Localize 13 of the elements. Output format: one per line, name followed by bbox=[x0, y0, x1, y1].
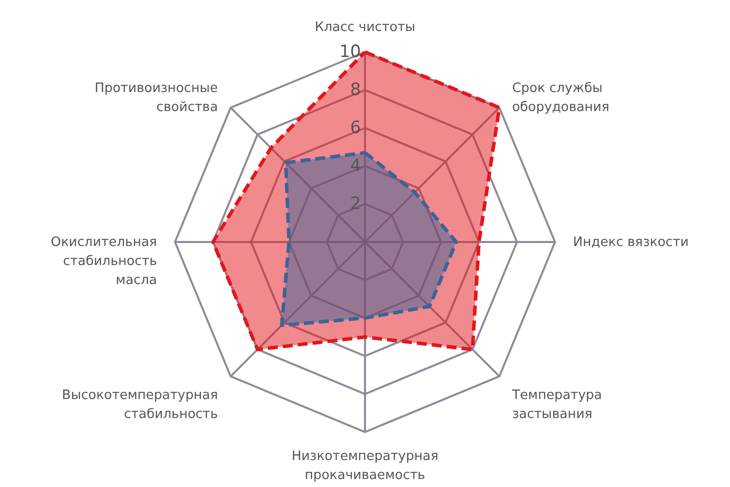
y-tick-label: 4 bbox=[350, 156, 361, 176]
spoke-label: Класс чистоты bbox=[314, 20, 416, 35]
y-tick-label: 2 bbox=[350, 194, 361, 214]
spoke-label: Окислительная стабильность масла bbox=[50, 235, 157, 288]
spoke-label: Высокотемпературная стабильность bbox=[62, 388, 218, 422]
spoke-label: Противоизносные свойства bbox=[94, 80, 218, 115]
spoke-label: Срок службы оборудования bbox=[512, 80, 610, 115]
y-tick-label: 6 bbox=[350, 118, 361, 138]
spoke-label: Низкотемпературная прокачиваемость bbox=[292, 449, 438, 483]
y-tick-label: 8 bbox=[350, 80, 361, 100]
spoke-label: Температура застывания bbox=[511, 388, 602, 422]
y-tick-label: 10 bbox=[339, 42, 361, 62]
spoke-label: Индекс вязкости bbox=[573, 235, 689, 250]
